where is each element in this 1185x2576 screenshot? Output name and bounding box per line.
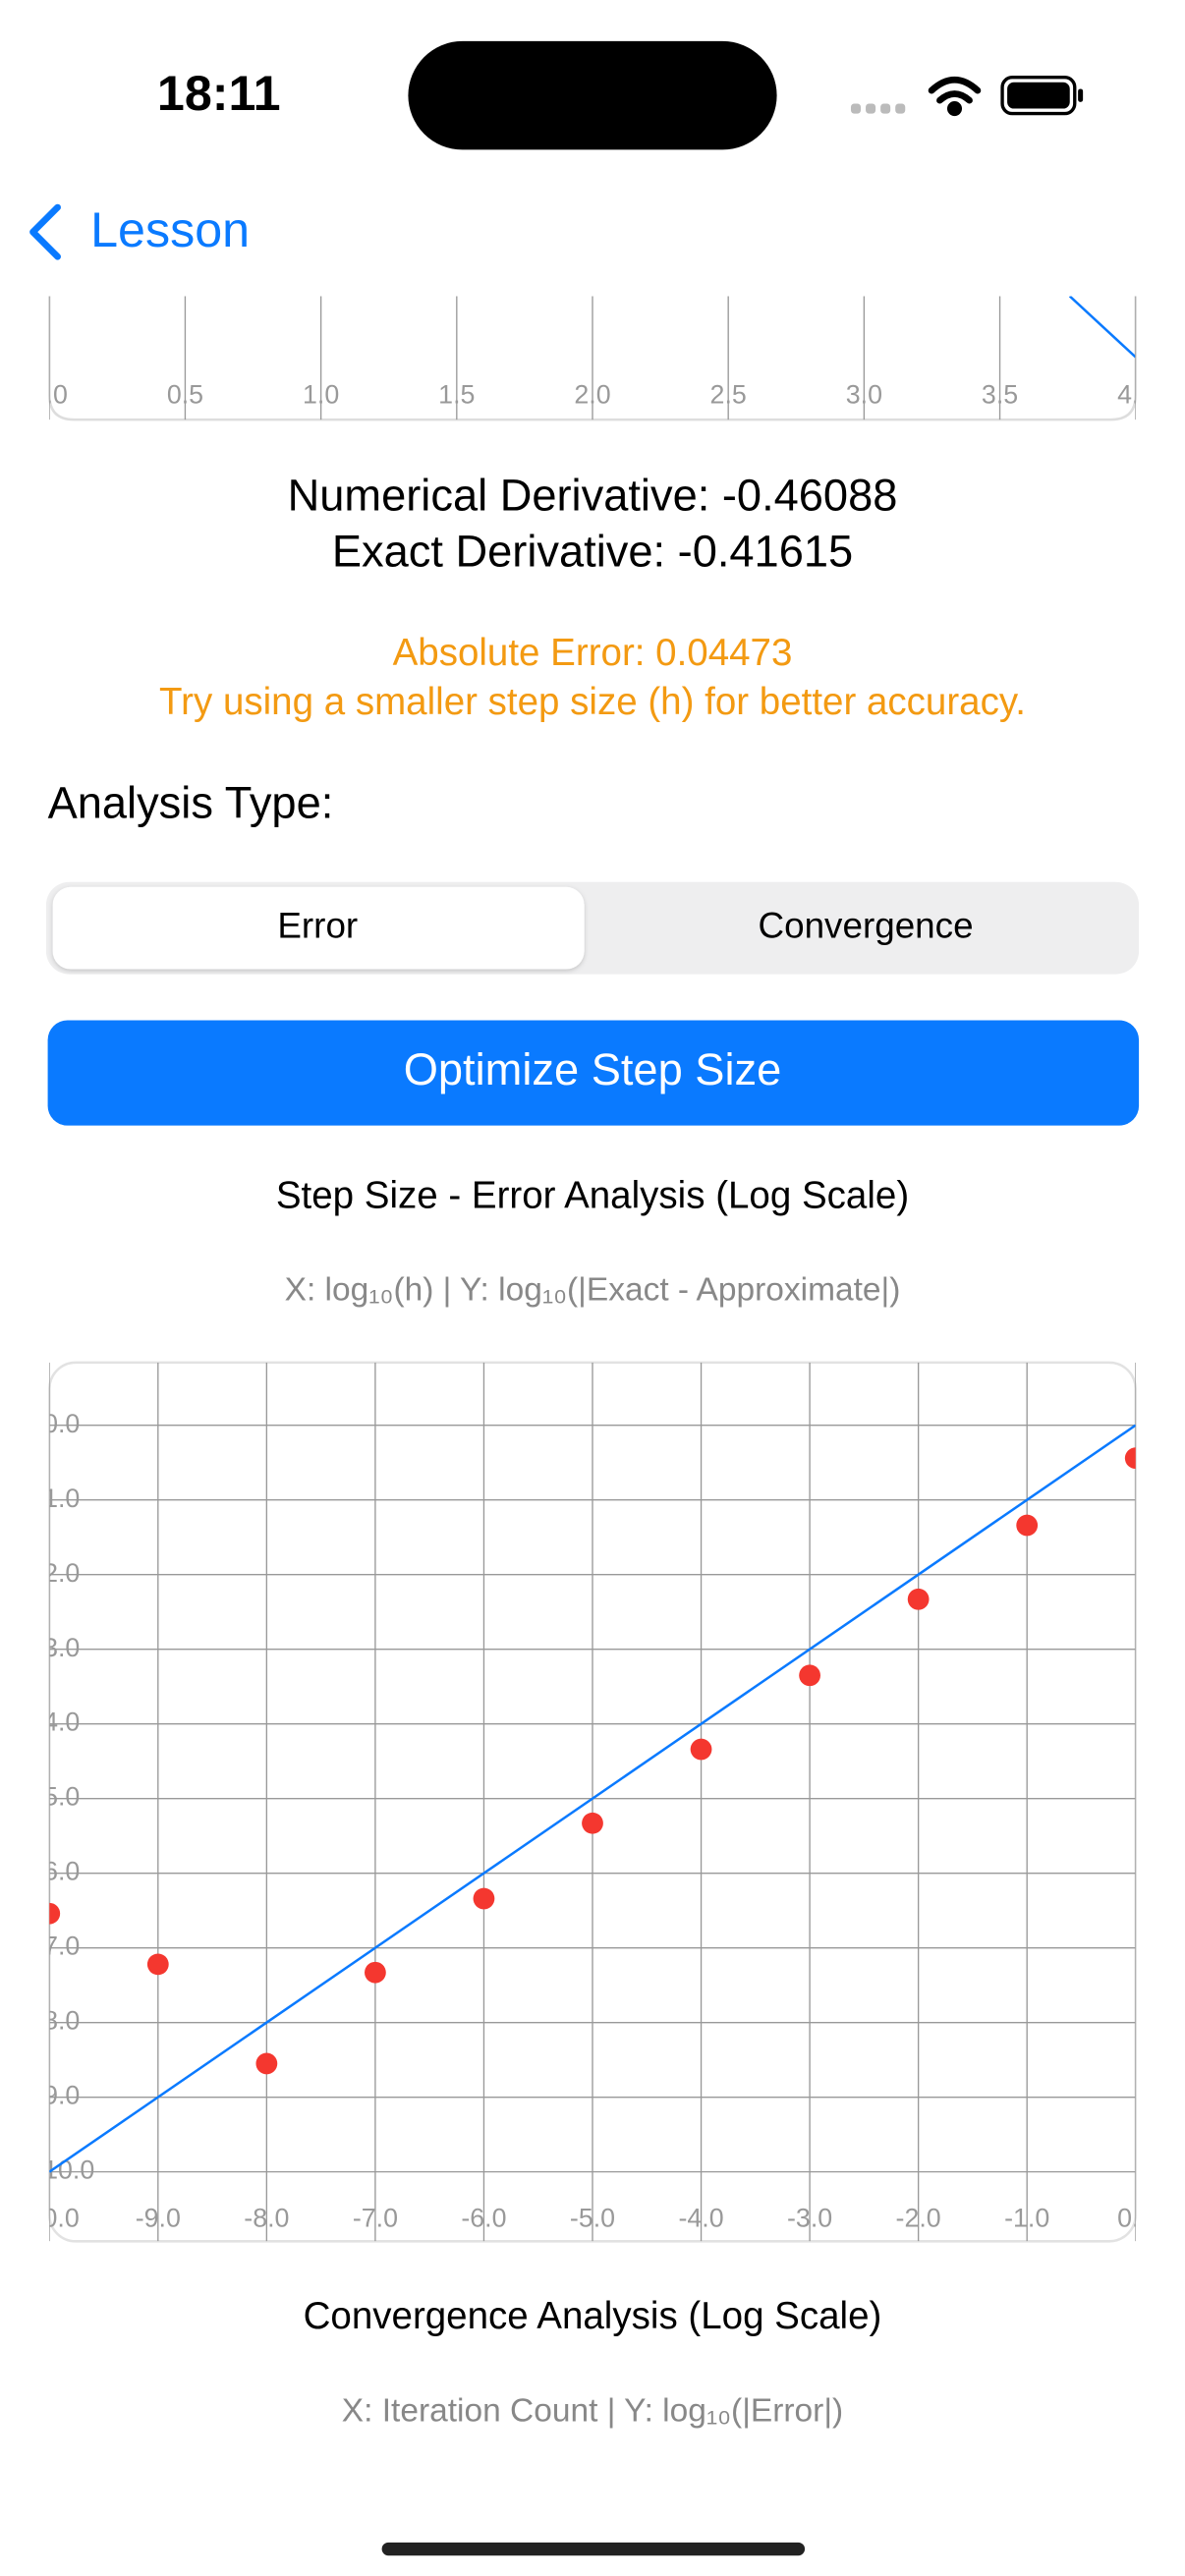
data-point: [255, 2052, 278, 2075]
y-tick-label: -4.0: [34, 1708, 80, 1737]
x-tick-label: 2.5: [710, 380, 747, 410]
data-point: [582, 1812, 603, 1834]
x-tick-label: -4.0: [678, 2204, 723, 2233]
data-point: [799, 1664, 820, 1687]
dynamic-island: [408, 40, 777, 150]
y-tick-label: -2.0: [34, 1558, 80, 1588]
home-indicator: [381, 2542, 806, 2556]
data-point: [1016, 1514, 1039, 1537]
button-label: Optimize Step Size: [404, 1044, 782, 1094]
y-tick-label: -9.0: [34, 2081, 80, 2110]
battery-icon: [1000, 76, 1084, 116]
x-tick-label: -10.0: [20, 2204, 80, 2233]
convergence-title: Convergence Analysis (Log Scale): [304, 2295, 882, 2337]
x-tick-label: 1.0: [303, 380, 339, 410]
segment-label: Error: [277, 905, 358, 945]
status-time: 18:11: [157, 66, 281, 121]
chart-title: Step Size - Error Analysis (Log Scale): [276, 1175, 909, 1217]
back-button[interactable]: Lesson: [29, 202, 251, 260]
numerical-derivative: Numerical Derivative: -0.46088: [288, 470, 898, 520]
data-point: [473, 1887, 495, 1910]
analysis-label: Analysis Type:: [48, 778, 334, 828]
x-tick-label: 4.0: [1117, 380, 1154, 410]
y-tick-label: -7.0: [34, 1932, 80, 1961]
y-tick-label: -0.0: [34, 1409, 80, 1438]
chart-plot: -0.0 -1.0 -2.0 -3.0 -4.0 -5.0 -6.0 -7.0 -8.0 -9.0…: [20, 1362, 1154, 2242]
x-tick-label: -3.0: [787, 2204, 832, 2233]
top-chart-plot: 0.0 0.5 1.0 1.5 2.0 2.5 3.0 3.5 4.0: [31, 296, 1154, 420]
reference-line: [49, 1424, 1136, 2173]
data-point: [365, 1961, 386, 1984]
x-tick-label: 1.5: [438, 380, 475, 410]
exact-derivative: Exact Derivative: -0.41615: [332, 526, 853, 576]
wifi-icon: [928, 76, 982, 117]
y-tick-label: -8.0: [34, 2006, 80, 2036]
x-tick-label: -5.0: [570, 2204, 615, 2233]
x-tick-label: 0.5: [167, 380, 203, 410]
x-tick-label: -1.0: [1004, 2204, 1049, 2233]
segment-convergence[interactable]: Convergence: [590, 887, 1134, 970]
x-tick-label: 3.5: [982, 380, 1018, 410]
x-tick-label: -8.0: [244, 2204, 289, 2233]
y-tick-label: -6.0: [34, 1857, 80, 1886]
optimize-button[interactable]: Optimize Step Size: [47, 1020, 1140, 1126]
x-tick-label: -6.0: [461, 2204, 506, 2233]
x-tick-label: 3.0: [846, 380, 882, 410]
segment-error[interactable]: Error: [52, 886, 585, 970]
x-tick-label: -7.0: [353, 2204, 398, 2233]
chart-subtitle: X: log₁₀(h) | Y: log₁₀(|Exact - Approxim…: [285, 1272, 901, 1309]
data-point: [49, 1902, 61, 1925]
data-point: [907, 1588, 930, 1610]
absolute-error: Absolute Error: 0.04473: [393, 632, 793, 674]
x-tick-label: -2.0: [896, 2204, 941, 2233]
x-tick-label: 2.0: [574, 380, 610, 410]
top-chart-frame: [48, 296, 1137, 421]
x-tick-label: 0.0: [1117, 2204, 1154, 2233]
back-label: Lesson: [90, 202, 250, 257]
x-tick-label: 0.0: [31, 380, 68, 410]
hint: Try using a smaller step size (h) for be…: [159, 681, 1026, 723]
convergence-subtitle: X: Iteration Count | Y: log₁₀(|Error|): [342, 2392, 843, 2429]
segment-label: Convergence: [759, 905, 974, 945]
signal-icon: [850, 103, 906, 114]
y-tick-label: -1.0: [34, 1484, 80, 1513]
y-tick-label: -10.0: [34, 2156, 94, 2185]
data-point: [1124, 1447, 1136, 1470]
x-tick-label: -9.0: [136, 2204, 181, 2233]
data-point: [146, 1953, 169, 1976]
y-tick-label: -5.0: [34, 1782, 80, 1812]
y-tick-label: -3.0: [34, 1633, 80, 1662]
function-curve: [1068, 296, 1136, 359]
data-point: [690, 1738, 712, 1761]
